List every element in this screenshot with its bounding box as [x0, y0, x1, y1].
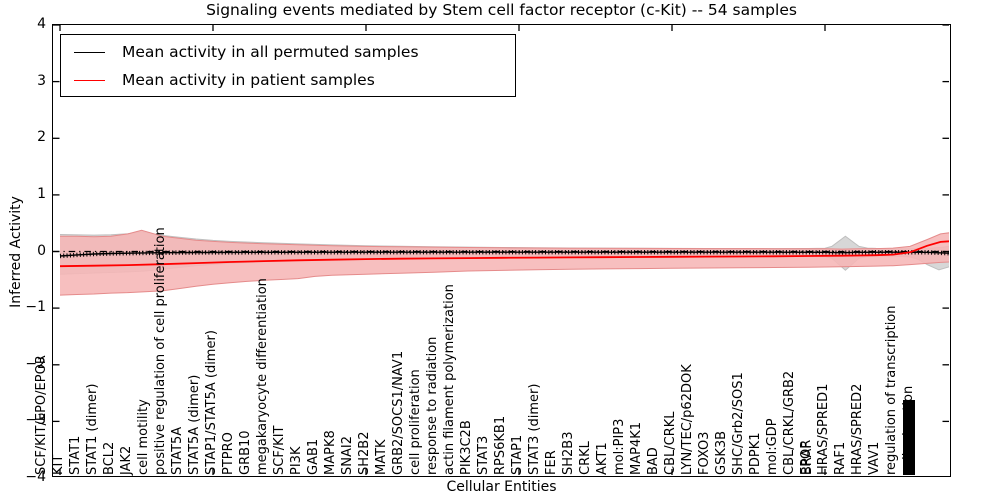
chart-title: Signaling events mediated by Stem cell f…: [206, 1, 797, 19]
x-category-label: PTPRO: [221, 432, 236, 475]
plot-area: [52, 24, 951, 477]
legend-entry-patient: Mean activity in patient samples: [61, 66, 515, 94]
x-category-label: FOXO3: [697, 431, 712, 475]
x-category-label: SCF/KIT: [272, 425, 287, 476]
x-category-label: STAT5A (dimer): [187, 374, 202, 475]
y-tick-label: 2: [37, 129, 46, 146]
x-category-label: GAB1: [306, 438, 321, 475]
x-category-label: JAK2: [119, 445, 134, 475]
x-category-label: SNAI2: [340, 436, 355, 475]
y-tick-label: 4: [37, 16, 46, 32]
x-category-label: STAP1/STAT5A (dimer): [204, 330, 219, 475]
x-category-label: CBL/CRKL: [663, 411, 678, 476]
x-category-label: cell proliferation: [408, 369, 423, 475]
x-category-label: STAT1 (dimer): [85, 383, 100, 475]
x-category-label: mol:PIP3: [612, 418, 627, 475]
x-category-label: mol:GDP: [765, 418, 780, 475]
x-category-label: STAT3 (dimer): [527, 383, 542, 475]
y-tick-label: −4: [25, 469, 46, 485]
x-category-label: BCL2: [102, 441, 117, 475]
x-category-label: CBL/CRKL/GRB2: [782, 370, 797, 475]
x-category-label: BRAF: [800, 441, 816, 475]
x-category-label: PI3K: [289, 446, 304, 475]
legend-label-permuted: Mean activity in all permuted samples: [122, 43, 419, 61]
patient-band: [60, 230, 949, 296]
y-tick-label: −1: [25, 299, 46, 316]
x-category-label: STAP1: [510, 434, 525, 475]
x-category-label: HRAS/SPRED1: [816, 383, 831, 475]
legend-entry-permuted: Mean activity in all permuted samples: [61, 38, 515, 66]
x-category-label: STAT3: [476, 435, 491, 475]
x-category-label: MATK: [374, 439, 389, 475]
x-category-label: RPS6KB1: [493, 415, 508, 475]
y-tick-label: 1: [37, 185, 46, 202]
x-category-label: megakaryocyte differentiation: [255, 278, 270, 475]
x-category-label: SCF/KIT/EPO/EPOR: [34, 355, 49, 475]
x-category-label: PDPK1: [748, 432, 763, 476]
x-category-label: AKT1: [595, 442, 610, 475]
patient-mean-line: [59, 240, 949, 268]
x-category-label: SHC/Grb2/SOS1: [731, 372, 746, 475]
y-tick-label: 0: [37, 242, 46, 259]
x-category-label: LYN/TEC/p62DOK: [680, 364, 695, 475]
x-category-label: MAP4K1: [629, 421, 644, 475]
y-tick-label: −2: [25, 355, 46, 372]
x-category-label: GRB10: [238, 430, 253, 475]
x-label-overlap-blob: [903, 400, 915, 475]
chart-canvas: [53, 25, 949, 475]
x-category-label: cell motility: [136, 399, 151, 475]
x-category-label: KIT: [51, 454, 66, 475]
y-tick-label: 3: [37, 72, 46, 89]
x-category-label: STAT5A: [170, 426, 185, 475]
legend-line-sample-black: [74, 51, 105, 53]
legend-line-sample-red: [74, 79, 105, 81]
x-category-label: SH2B3: [561, 431, 576, 476]
legend: Mean activity in all permuted samples Me…: [60, 34, 516, 97]
x-category-label: GRB2/SOCS1/NAV1: [391, 350, 406, 475]
x-category-label: HRAS/SPRED2: [850, 383, 865, 475]
x-category-label: SH2B2: [357, 431, 372, 476]
x-category-label: PIK3C2B: [459, 420, 474, 475]
x-axis-label: Cellular Entities: [446, 479, 557, 495]
x-category-label: MAPK8: [323, 430, 338, 475]
x-category-label: regulation of transcription: [884, 305, 899, 475]
x-category-label: STAT1: [68, 435, 83, 475]
x-category-label: positive regulation of cell proliferatio…: [153, 227, 168, 475]
x-category-label: VAV1: [867, 441, 882, 475]
permuted-mean-line: [59, 251, 949, 257]
x-category-label: BAD: [646, 447, 661, 475]
x-category-label: CRKL: [578, 441, 593, 475]
x-category-label: FER: [544, 450, 559, 475]
x-category-label: GSK3B: [714, 430, 729, 475]
x-category-label: response to radiation: [425, 336, 440, 475]
x-category-label: RAF1: [833, 441, 848, 475]
legend-label-patient: Mean activity in patient samples: [122, 71, 375, 89]
y-tick-label: −3: [25, 412, 46, 429]
x-category-label: actin filament polymerization: [442, 284, 457, 475]
